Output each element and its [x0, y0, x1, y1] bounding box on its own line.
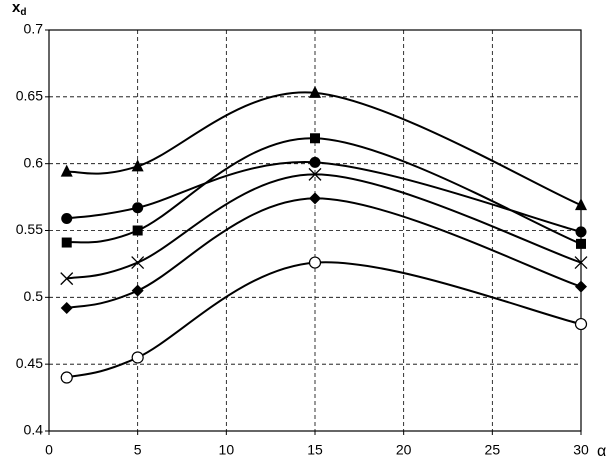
- series-line: [66, 261, 582, 379]
- marker: [575, 280, 587, 293]
- x-tick-label: 0: [45, 442, 53, 458]
- y-axis-label: xd: [12, 0, 26, 18]
- series-line: [66, 137, 582, 245]
- y-tick-label: 0.7: [24, 21, 44, 37]
- series-line: [66, 161, 582, 233]
- series-line: [66, 173, 582, 280]
- marker: [131, 159, 144, 172]
- marker: [61, 212, 73, 224]
- y-tick-label: 0.55: [16, 221, 43, 237]
- x-tick-label: 20: [396, 442, 412, 458]
- series-line: [66, 197, 582, 310]
- x-axis-label: α: [597, 443, 606, 460]
- x-tick-label: 10: [219, 442, 235, 458]
- x-tick-label: 5: [134, 442, 142, 458]
- marker: [308, 167, 322, 181]
- marker: [309, 192, 321, 205]
- marker: [132, 225, 143, 236]
- marker: [575, 226, 587, 238]
- marker: [575, 198, 587, 211]
- marker: [576, 238, 586, 249]
- marker: [309, 156, 321, 168]
- y-tick-label: 0.6: [24, 154, 44, 170]
- x-tick-label: 15: [307, 442, 323, 458]
- marker: [310, 133, 320, 144]
- x-tick-label: 25: [485, 442, 501, 458]
- marker: [131, 284, 144, 297]
- y-tick-label: 0.45: [16, 355, 43, 371]
- y-tick-label: 0.4: [24, 422, 44, 438]
- marker: [60, 302, 73, 315]
- marker: [131, 256, 145, 270]
- marker: [60, 164, 73, 177]
- x-tick-label: 30: [573, 442, 589, 458]
- marker: [308, 256, 322, 269]
- marker: [132, 202, 144, 214]
- marker: [309, 85, 321, 98]
- marker: [61, 237, 72, 248]
- marker: [131, 351, 144, 364]
- series-line: [66, 91, 582, 207]
- marker: [574, 256, 588, 270]
- marker: [60, 371, 73, 384]
- marker: [574, 317, 588, 331]
- marker: [60, 272, 74, 286]
- y-tick-label: 0.65: [16, 88, 43, 104]
- y-tick-label: 0.5: [24, 288, 44, 304]
